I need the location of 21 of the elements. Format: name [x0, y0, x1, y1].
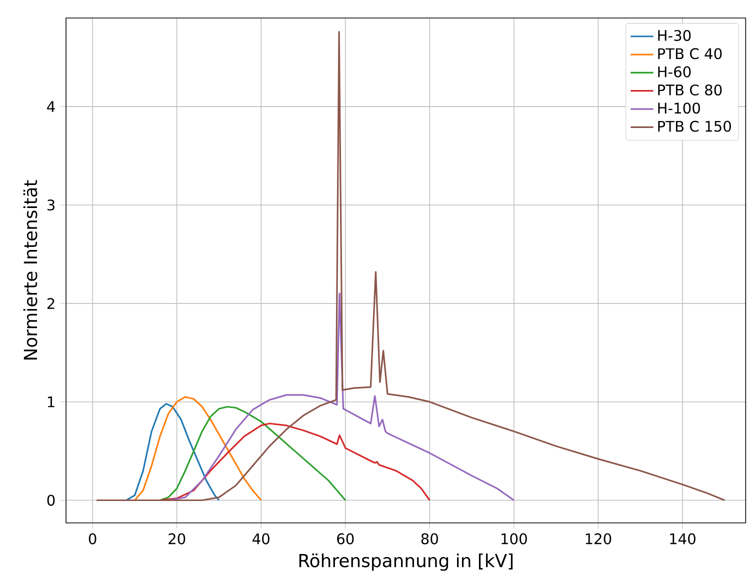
y-tick-label: 0 [47, 494, 55, 506]
x-tick-label: 60 [337, 533, 354, 544]
x-axis-title: Röhrenspannung in [kV] [299, 553, 513, 571]
legend-label: PTB C 150 [658, 120, 731, 132]
y-tick-label: 1 [48, 396, 54, 408]
legend-label: PTB C 40 [658, 48, 722, 60]
x-tick-label: 20 [168, 533, 186, 544]
y-tick-label: 3 [47, 200, 54, 211]
x-tick-label: 140 [670, 533, 696, 544]
x-tick-label: 80 [421, 533, 438, 544]
legend-label: PTB C 80 [658, 84, 722, 96]
y-axis-title: Normierte Intensität [23, 180, 38, 360]
x-tick-label: 120 [586, 533, 612, 544]
x-tick-label: 0 [88, 533, 96, 544]
legend-label: H-30 [658, 30, 691, 42]
x-tick-label: 40 [252, 533, 270, 544]
legend-label: H-100 [658, 102, 700, 114]
y-tick-label: 4 [47, 101, 55, 112]
x-tick-label: 100 [502, 533, 527, 544]
legend-label: H-60 [658, 66, 691, 78]
y-tick-label: 2 [47, 298, 54, 309]
